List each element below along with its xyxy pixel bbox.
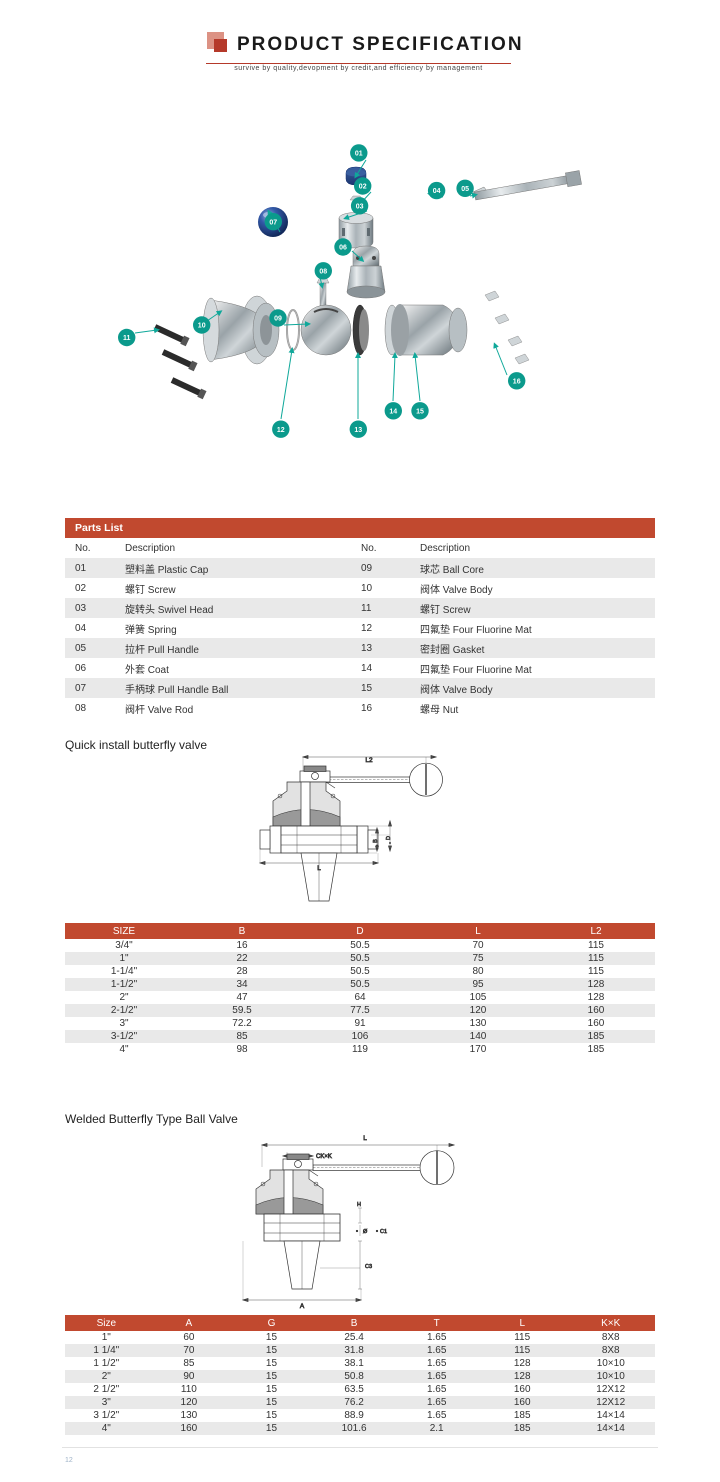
- svg-text:D: D: [386, 836, 392, 840]
- svg-text:03: 03: [356, 203, 364, 210]
- svg-text:07: 07: [269, 219, 277, 226]
- svg-text:13: 13: [354, 427, 362, 434]
- svg-text:10: 10: [198, 323, 206, 330]
- svg-text:08: 08: [319, 268, 327, 275]
- svg-text:01: 01: [355, 151, 363, 158]
- svg-text:C1: C1: [380, 1229, 387, 1235]
- svg-text:Ø: Ø: [363, 1229, 368, 1235]
- svg-text:CK×K: CK×K: [316, 1154, 332, 1160]
- svg-text:L: L: [363, 1135, 367, 1142]
- svg-text:15: 15: [416, 408, 424, 415]
- svg-text:14: 14: [389, 408, 397, 415]
- svg-text:12: 12: [277, 427, 285, 434]
- svg-text:H: H: [357, 1202, 361, 1208]
- svg-text:B: B: [373, 839, 379, 843]
- svg-text:09: 09: [274, 316, 282, 323]
- svg-text:11: 11: [123, 335, 131, 342]
- svg-text:02: 02: [359, 184, 367, 191]
- svg-text:C3: C3: [365, 1264, 372, 1270]
- svg-text:05: 05: [461, 186, 469, 193]
- svg-text:04: 04: [433, 188, 441, 195]
- svg-text:L: L: [317, 865, 321, 872]
- svg-text:16: 16: [513, 378, 521, 385]
- svg-text:A: A: [300, 1303, 305, 1310]
- svg-text:06: 06: [339, 245, 347, 252]
- svg-text:L2: L2: [365, 757, 373, 764]
